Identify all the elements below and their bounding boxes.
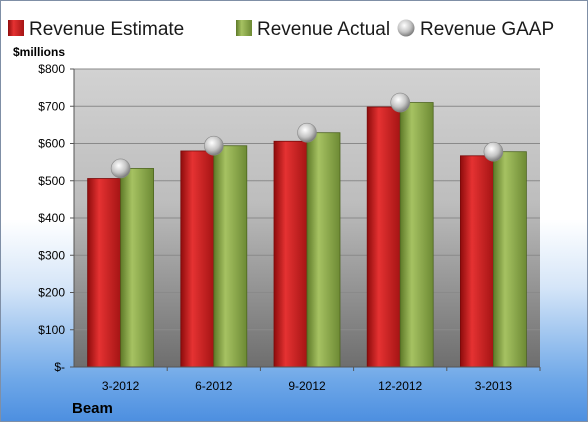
bar-actual: [306, 132, 341, 368]
y-tick-label: $200: [38, 286, 65, 300]
gaap-marker: [390, 92, 411, 113]
gaap-markers: [110, 92, 504, 179]
legend-item-gaap: Revenue GAAP: [397, 19, 554, 40]
bar-actual: [492, 151, 527, 368]
y-tick-label: $-: [54, 360, 65, 374]
legend-label-estimate: Revenue Estimate: [29, 19, 184, 40]
y-tick-label: $700: [38, 99, 65, 113]
y-axis-unit-label: $millions: [13, 45, 65, 59]
bar-estimate: [180, 150, 215, 368]
x-tick-label: 12-2012: [378, 379, 422, 393]
x-tick-label: 3-2013: [475, 379, 513, 393]
bar-actual: [120, 168, 154, 368]
y-tick-label: $100: [38, 323, 65, 337]
gaap-marker: [297, 122, 317, 143]
bar-estimate: [366, 106, 401, 368]
legend-swatch-estimate: [8, 20, 24, 36]
x-axis-ticks: 3-2012 6-2012 9-2012 12-2012 3-2013: [74, 366, 541, 393]
y-tick-label: $600: [38, 137, 65, 151]
bars: [87, 102, 527, 368]
legend-label-gaap: Revenue GAAP: [420, 19, 554, 40]
legend-swatch-actual: [236, 20, 252, 36]
x-tick-label: 6-2012: [195, 379, 233, 393]
x-tick-label: 9-2012: [288, 379, 326, 393]
legend-item-actual: Revenue Actual: [236, 19, 390, 40]
bar-estimate: [273, 140, 308, 368]
y-tick-label: $800: [38, 62, 65, 76]
company-name: Beam: [72, 400, 113, 417]
y-tick-label: $500: [38, 174, 65, 188]
legend-label-actual: Revenue Actual: [257, 19, 390, 40]
legend: Revenue Estimate Revenue Actual Revenue …: [8, 19, 554, 40]
bar-actual: [399, 102, 434, 368]
bar-estimate: [459, 155, 494, 368]
legend-item-estimate: Revenue Estimate: [8, 19, 184, 40]
gaap-marker: [204, 135, 224, 156]
bar-estimate: [87, 178, 121, 368]
gaap-marker: [110, 158, 131, 179]
legend-swatch-gaap: [397, 19, 415, 37]
y-tick-label: $300: [38, 248, 65, 262]
gaap-marker: [483, 141, 504, 162]
bar-actual: [213, 145, 248, 368]
y-axis-ticks: $- $100 $200 $300 $400 $500 $600 $700 $800: [38, 62, 75, 374]
x-tick-label: 3-2012: [102, 379, 140, 393]
y-tick-label: $400: [38, 211, 65, 225]
